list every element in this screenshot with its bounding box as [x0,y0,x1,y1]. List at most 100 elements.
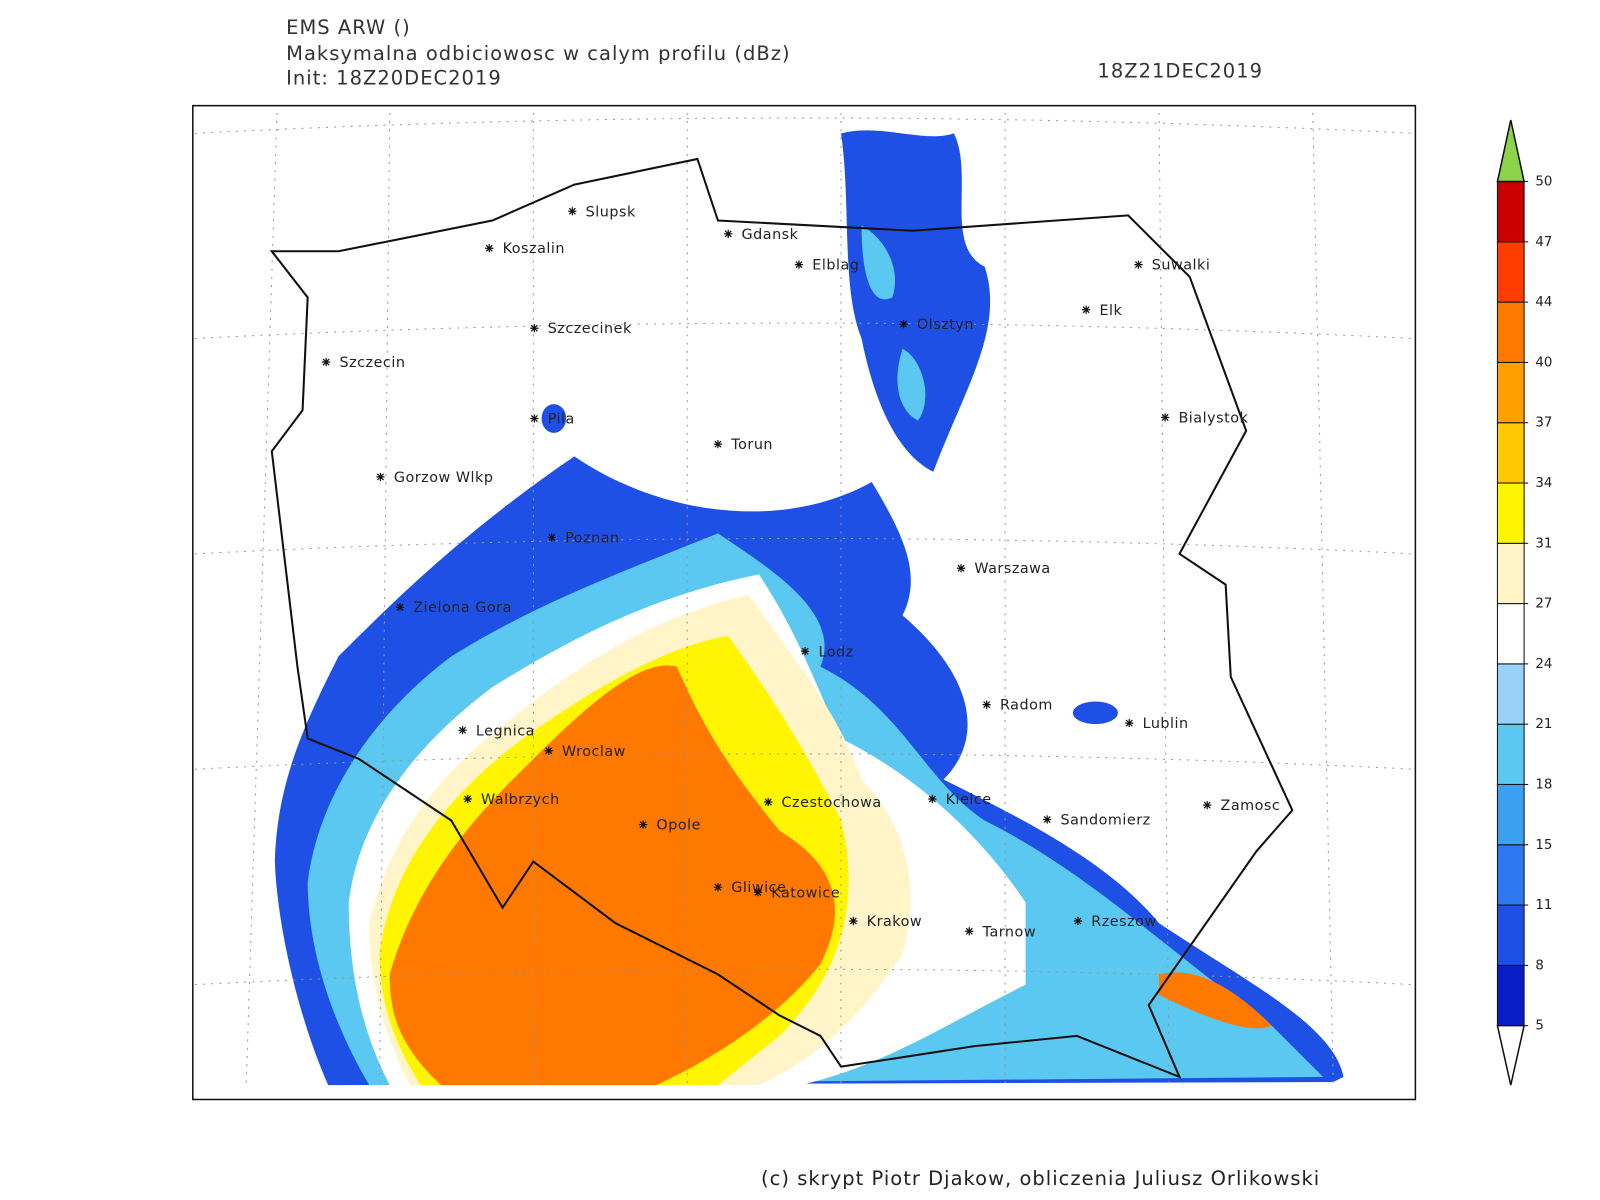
city-label: Legnica [476,723,535,739]
reflectivity-field [274,130,1344,1086]
colorbar-above [1496,119,1526,183]
city-label: Warszawa [974,561,1050,577]
city-label: Katowice [771,885,840,901]
city-label: Pila [548,411,575,427]
colorbar-band [1496,301,1525,363]
valid-time: 18Z21DEC2019 [1097,59,1263,82]
init-time: Init: 18Z20DEC2019 [286,66,502,89]
city-label: Lublin [1143,716,1189,732]
city-marker [1134,260,1143,269]
city-label: Szczecin [339,355,405,371]
city-marker [928,794,937,804]
city-marker [849,916,858,926]
city-marker [485,244,494,253]
city-label: Kielce [946,792,992,808]
city-marker [458,726,467,735]
city-label: Tarnow [982,924,1037,940]
colorbar-label: 24 [1535,657,1552,672]
colorbar-band [1496,964,1525,1027]
city-marker [376,472,385,482]
city-label: Zielona Gora [413,600,512,616]
colorbar-band [1496,663,1525,725]
footer-credit: (c) skrypt Piotr Djakow, obliczenia Juli… [761,1167,1320,1190]
colorbar-label: 37 [1535,416,1552,431]
city-marker [1125,718,1134,728]
country-border [269,157,1294,1079]
model-title: EMS ARW () [286,16,411,39]
colorbar-band [1496,603,1525,665]
colorbar-label: 47 [1535,235,1552,250]
colorbar-band [1496,844,1525,906]
graticule [194,112,1414,1088]
colorbar-band [1496,723,1525,785]
city-label: Koszalin [503,241,565,257]
city-marker [764,797,773,807]
city-marker [753,888,763,897]
colorbar-label: 18 [1535,777,1552,792]
colorbar-label: 31 [1535,536,1552,551]
city-marker [1161,413,1170,422]
city-marker [530,414,539,423]
city-marker [1043,815,1052,824]
city-label: Slupsk [586,204,636,220]
colorbar-band [1496,361,1525,424]
colorbar-band [1496,542,1525,605]
colorbar-band [1496,482,1525,544]
city-marker [982,700,991,709]
city-marker [899,320,908,329]
city-label: Czestochowa [782,795,882,811]
colorbar-band [1496,783,1525,846]
colorbar-label: 11 [1535,898,1552,913]
city-label: Poznan [565,530,620,546]
city-marker [1073,916,1083,926]
city-label: Szczecinek [548,321,632,337]
colorbar-label: 5 [1535,1019,1543,1034]
city-labels: Slupsk Koszalin Gdansk Elblag Suwalki Elk Olsz… [322,204,1280,940]
city-marker [463,794,472,804]
city-marker [801,647,810,656]
city-label: Sandomierz [1061,813,1151,829]
colorbar-label: 50 [1535,175,1552,190]
city-marker [965,927,974,936]
city-label: Suwalki [1152,258,1211,274]
colorbar-band [1496,422,1525,484]
colorbar: 5 8 11 15 18 21 24 27 31 34 37 40 44 47 50 [1496,119,1552,1086]
city-marker [1082,305,1091,314]
colorbar-label: 15 [1535,838,1552,853]
colorbar-label: 8 [1535,958,1543,973]
city-marker [544,746,553,755]
city-label: Gdansk [742,227,799,243]
city-label: Rzeszow [1091,914,1156,930]
colorbar-label: 27 [1535,597,1552,612]
city-marker [794,260,804,269]
city-label: Lodz [818,644,853,660]
colorbar-band [1496,904,1525,966]
city-marker [724,229,733,238]
colorbar-band [1496,181,1525,243]
city-label: Torun [730,437,773,453]
city-marker [956,564,966,573]
city-marker [713,883,723,892]
city-label: Radom [1000,698,1053,714]
colorbar-label: 44 [1535,295,1552,310]
city-label: Olsztyn [917,317,974,333]
colorbar-band [1496,241,1525,303]
map-frame [192,104,1417,1101]
colorbar-label: 21 [1535,717,1552,732]
city-marker [1203,801,1212,810]
city-label: Gliwice [731,880,786,896]
city-marker [638,820,648,829]
city-marker [713,439,723,449]
colorbar-below [1496,1024,1526,1086]
city-label: Elblag [812,258,859,274]
city-marker [530,324,539,333]
colorbar-label: 40 [1535,355,1552,370]
city-label: Bialystok [1178,410,1248,426]
city-label: Krakow [867,914,922,930]
city-label: Zamosc [1221,798,1281,814]
city-label: Opole [656,818,701,834]
city-label: Gorzow Wlkp [394,470,494,486]
city-label: Wroclaw [562,744,626,760]
field-title: Maksymalna odbiciowosc w calym profilu (… [286,42,790,65]
